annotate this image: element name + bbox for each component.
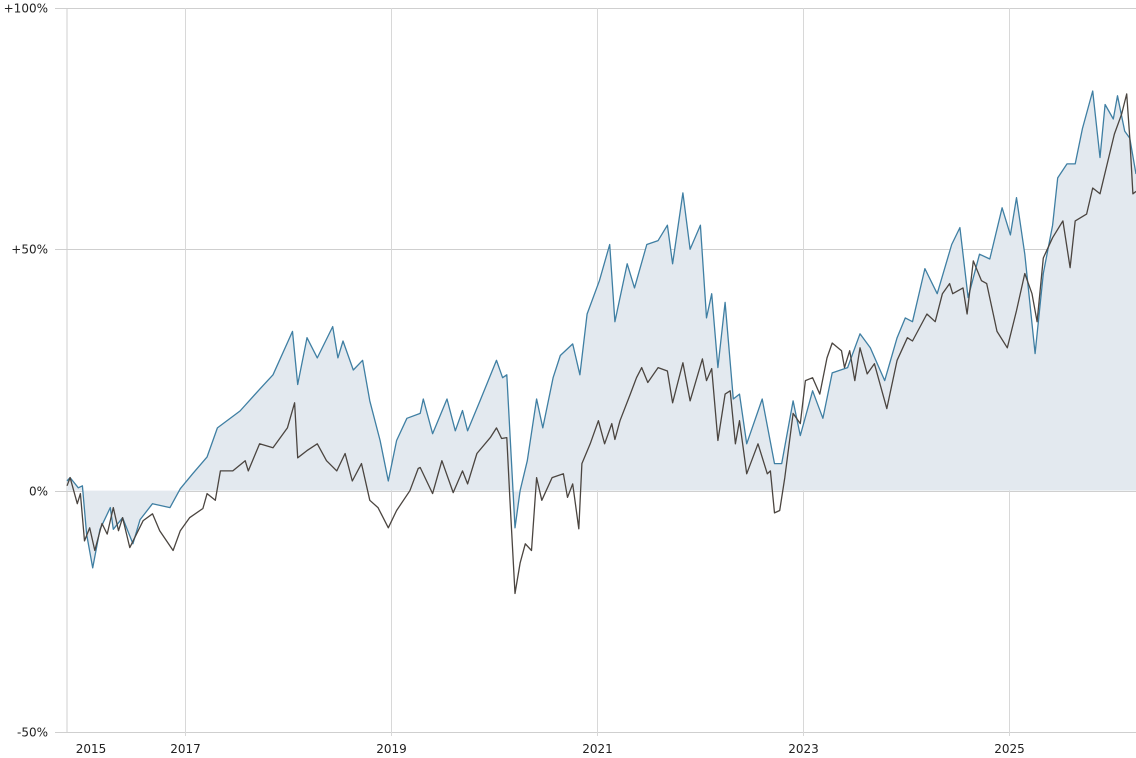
x-tick-label: 2023 (788, 742, 819, 756)
x-tick-label: 2017 (170, 742, 201, 756)
area-fills (67, 91, 1136, 568)
series-1-line (66, 90, 1136, 569)
series-1-area (67, 91, 1136, 568)
y-axis: -50% 0% +50% +100% (4, 2, 48, 740)
x-tick-label: 2015 (76, 742, 107, 756)
y-tick-label: -50% (17, 726, 48, 740)
grid (55, 8, 1136, 736)
x-tick-label: 2025 (994, 742, 1025, 756)
y-tick-label: +100% (4, 2, 48, 16)
series-2-line (66, 93, 1136, 595)
y-tick-label: 0% (29, 485, 48, 499)
x-tick-label: 2019 (376, 742, 407, 756)
series-lines (66, 90, 1136, 595)
y-tick-label: +50% (11, 243, 48, 257)
x-tick-label: 2021 (582, 742, 613, 756)
x-axis: 2015 2017 2019 2021 2023 2025 (76, 742, 1025, 756)
